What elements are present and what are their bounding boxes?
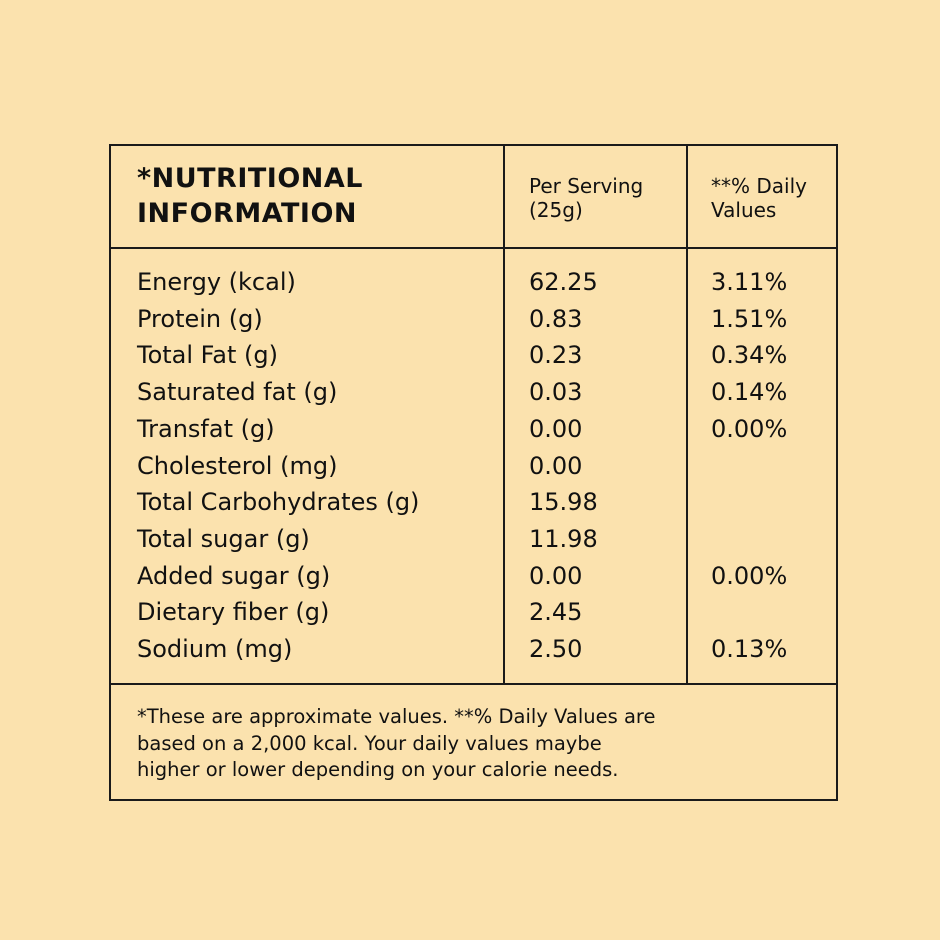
per-serving-value: 0.00 [529, 451, 583, 480]
header-divider [109, 247, 838, 249]
per-serving-value: 2.50 [529, 635, 583, 663]
footer-divider [109, 683, 838, 685]
nutrient-name: Energy (kcal) [137, 268, 296, 296]
footnote: higher or lower depending on your calori… [137, 758, 619, 781]
column-header: (25g) [529, 198, 583, 222]
daily-value: 0.14% [711, 378, 788, 407]
table-title: *NUTRITIONAL [137, 163, 364, 194]
daily-value: 0.34% [711, 341, 788, 370]
per-serving-value: 0.00 [529, 414, 583, 443]
daily-value: 0.13% [711, 635, 788, 663]
per-serving-value: 0.23 [529, 341, 583, 370]
per-serving-value: 62.25 [529, 268, 598, 296]
nutrient-name: Protein (g) [137, 304, 263, 333]
table-border [109, 144, 838, 801]
nutrient-name: Transfat (g) [137, 414, 275, 443]
table-title: INFORMATION [137, 198, 358, 229]
daily-value: 0.00% [711, 414, 788, 443]
daily-value: 0.00% [711, 561, 788, 590]
column-header: Per Serving [529, 174, 644, 198]
nutrient-name: Sodium (mg) [137, 635, 293, 663]
nutrient-name: Added sugar (g) [137, 561, 331, 590]
column-header: **% Daily [711, 174, 807, 198]
nutrient-name: Total Carbohydrates (g) [137, 488, 420, 517]
daily-value: 1.51% [711, 304, 788, 333]
column-divider [686, 144, 688, 685]
per-serving-value: 2.45 [529, 598, 583, 627]
nutrient-name: Total Fat (g) [137, 341, 278, 370]
per-serving-value: 15.98 [529, 488, 598, 517]
footnote: *These are approximate values. **% Daily… [137, 705, 656, 728]
per-serving-value: 0.83 [529, 304, 583, 333]
per-serving-value: 11.98 [529, 524, 598, 553]
column-header: Values [711, 198, 777, 222]
nutrient-name: Cholesterol (mg) [137, 451, 338, 480]
nutrient-name: Total sugar (g) [137, 524, 310, 553]
nutrient-name: Saturated fat (g) [137, 378, 338, 407]
daily-value: 3.11% [711, 268, 788, 296]
per-serving-value: 0.03 [529, 378, 583, 407]
column-divider [503, 144, 505, 685]
footnote: based on a 2,000 kcal. Your daily values… [137, 731, 602, 755]
nutrient-name: Dietary fiber (g) [137, 598, 330, 627]
per-serving-value: 0.00 [529, 561, 583, 590]
